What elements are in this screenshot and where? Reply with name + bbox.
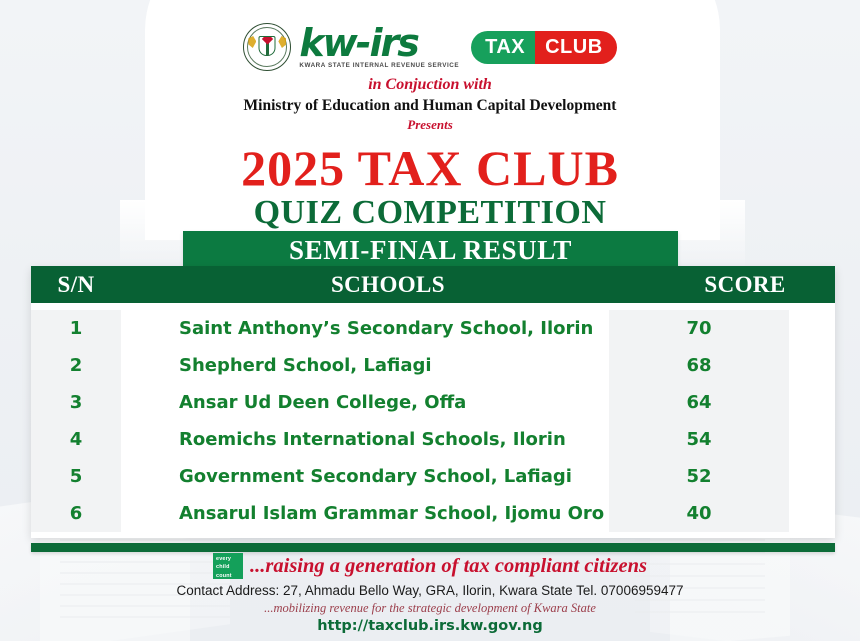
tagline-row: every child count ...raising a generatio… — [0, 553, 860, 579]
cell-score: 52 — [609, 458, 789, 495]
table-row: 2 Shepherd School, Lafiagi 68 — [31, 347, 835, 384]
cell-sn: 3 — [31, 384, 121, 421]
background-watermark-texture-right — [635, 539, 765, 619]
ecc-line-3: count — [216, 572, 232, 579]
table-row: 1 Saint Anthony’s Secondary School, Ilori… — [31, 310, 835, 347]
footer-url[interactable]: http://taxclub.irs.kw.gov.ng — [317, 618, 543, 634]
in-conjunction-text: in Conjuction with — [368, 76, 492, 93]
column-header-schools: SCHOOLS — [330, 271, 445, 297]
table-body: 1 Saint Anthony’s Secondary School, Ilori… — [31, 303, 835, 532]
cell-school-text: Ansar Ud Deen College, Offa — [179, 392, 467, 413]
cell-school: Saint Anthony’s Secondary School, Ilorin — [121, 310, 609, 347]
logo-row: kw-irs KWARA STATE INTERNAL REVENUE SERV… — [0, 22, 860, 72]
cell-score-text: 54 — [686, 429, 712, 450]
cell-spacer — [789, 421, 835, 458]
kwirs-wordmark: kw-irs — [299, 21, 420, 66]
cell-spacer — [789, 458, 835, 495]
table-row: 4 Roemichs International Schools, Ilorin 5… — [31, 421, 835, 458]
cell-school-text: Roemichs International Schools, Ilorin — [179, 429, 566, 450]
cell-sn: 5 — [31, 458, 121, 495]
cell-spacer — [789, 310, 835, 347]
cell-spacer — [789, 384, 835, 421]
kwirs-logo: kw-irs KWARA STATE INTERNAL REVENUE SERV… — [299, 24, 459, 69]
ministry-name: Ministry of Education and Human Capital … — [243, 97, 617, 114]
cell-sn: 1 — [31, 310, 121, 347]
ecc-line-2: child — [216, 564, 230, 571]
cell-school: Roemichs International Schools, Ilorin — [121, 421, 609, 458]
cell-school-text: Government Secondary School, Lafiagi — [179, 466, 572, 487]
cell-sn-text: 2 — [69, 355, 83, 376]
section-divider — [31, 543, 835, 552]
table-row: 3 Ansar Ud Deen College, Offa 64 — [31, 384, 835, 421]
kwirs-tagline: KWARA STATE INTERNAL REVENUE SERVICE — [299, 62, 460, 70]
table-header-row: S/N SCHOOLS SCORE — [31, 266, 835, 303]
cell-score-text: 64 — [686, 392, 712, 413]
cell-score: 68 — [609, 347, 789, 384]
nigeria-coat-of-arms-icon — [243, 23, 292, 71]
tax-club-logo-tax: TAX — [471, 30, 536, 64]
cell-school: Ansarul Islam Grammar School, Ijomu Oro — [121, 495, 609, 532]
cell-sn-text: 4 — [69, 429, 83, 450]
cell-sn: 2 — [31, 347, 121, 384]
footer-contact: Contact Address: 27, Ahmadu Bello Way, G… — [176, 583, 684, 598]
cell-school-text: Ansarul Islam Grammar School, Ijomu Oro — [179, 503, 605, 524]
cell-score-text: 52 — [686, 466, 712, 487]
cell-school-text: Shepherd School, Lafiagi — [179, 355, 432, 376]
page-subtitle: QUIZ COMPETITION — [253, 194, 607, 231]
cell-sn-text: 6 — [69, 503, 83, 524]
ecc-line-1: every — [216, 556, 232, 562]
cell-score-text: 40 — [686, 503, 712, 524]
cell-score-text: 68 — [686, 355, 712, 376]
presents-text: Presents — [407, 117, 453, 132]
result-banner: SEMI-FINAL RESULT — [183, 231, 678, 270]
tax-club-logo: TAX CLUB — [471, 30, 617, 64]
cell-school: Government Secondary School, Lafiagi — [121, 458, 609, 495]
column-header-sn: S/N — [57, 271, 95, 297]
cell-sn-text: 3 — [69, 392, 83, 413]
cell-sn: 4 — [31, 421, 121, 458]
poster-header: kw-irs KWARA STATE INTERNAL REVENUE SERV… — [0, 0, 860, 230]
cell-score: 54 — [609, 421, 789, 458]
table-row: 5 Government Secondary School, Lafiagi 52 — [31, 458, 835, 495]
cell-school-text: Saint Anthony’s Secondary School, Ilorin — [179, 318, 594, 339]
tax-club-logo-club: CLUB — [535, 30, 617, 64]
cell-spacer — [789, 495, 835, 532]
cell-sn-text: 5 — [69, 466, 83, 487]
cell-score: 70 — [609, 310, 789, 347]
cell-spacer — [789, 347, 835, 384]
cell-score-text: 70 — [686, 318, 712, 339]
footer-mobilizing: ...mobilizing revenue for the strategic … — [264, 601, 596, 615]
cell-school: Shepherd School, Lafiagi — [121, 347, 609, 384]
column-header-score: SCORE — [704, 271, 786, 297]
cell-score: 40 — [609, 495, 789, 532]
results-table: S/N SCHOOLS SCORE 1 Saint Anthony’s Secon… — [31, 266, 835, 538]
cell-sn: 6 — [31, 495, 121, 532]
footer-tagline: ...raising a generation of tax compliant… — [250, 554, 647, 577]
every-child-count-icon: every child count — [213, 553, 244, 579]
poster-footer: every child count ...raising a generatio… — [0, 553, 860, 634]
result-banner-label: SEMI-FINAL RESULT — [288, 235, 573, 265]
cell-school: Ansar Ud Deen College, Offa — [121, 384, 609, 421]
cell-sn-text: 1 — [69, 318, 83, 339]
page-title: 2025 TAX CLUB — [241, 140, 619, 196]
cell-score: 64 — [609, 384, 789, 421]
table-row: 6 Ansarul Islam Grammar School, Ijomu Oro… — [31, 495, 835, 532]
